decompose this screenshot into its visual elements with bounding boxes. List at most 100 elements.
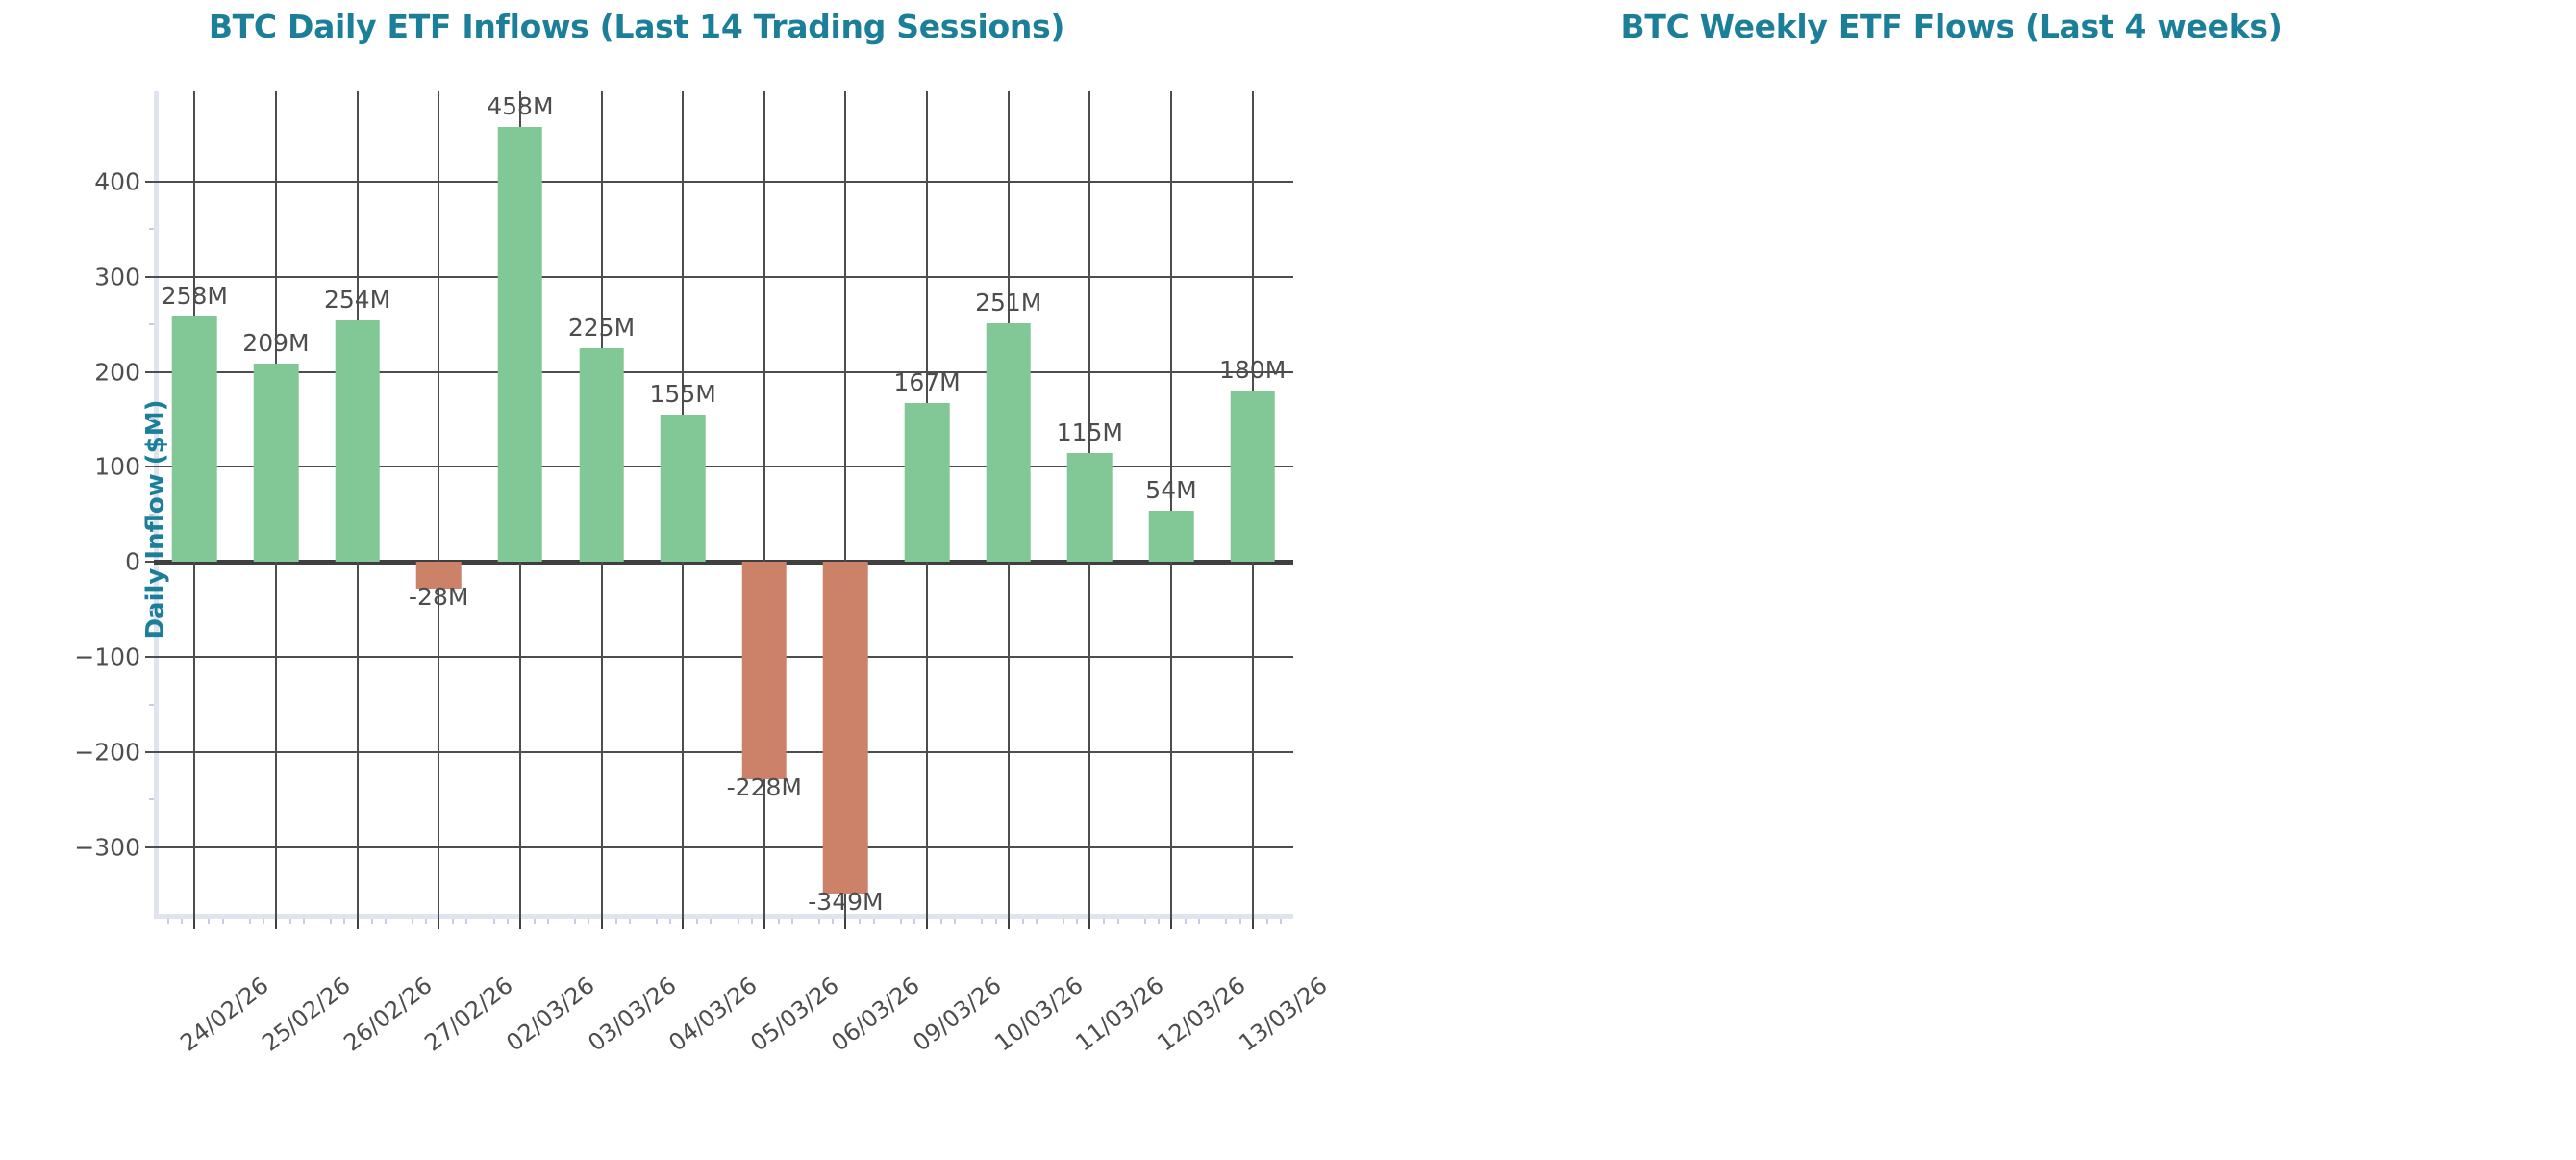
x-minor-tick xyxy=(872,919,875,924)
bar[interactable] xyxy=(986,323,1031,563)
x-minor-tick xyxy=(940,919,943,924)
x-minor-tick xyxy=(1279,919,1282,924)
chart-panel-weekly: BTC Weekly ETF Flows (Last 4 weeks) Week… xyxy=(1288,0,2576,1131)
y-minor-tick xyxy=(149,608,154,611)
bar[interactable] xyxy=(741,562,788,779)
y-tick-label: 100 xyxy=(94,452,140,481)
x-tick-label: 26/02/26 xyxy=(338,971,438,1057)
x-minor-tick xyxy=(832,919,835,924)
x-minor-tick xyxy=(1238,919,1241,924)
y-tick-mark xyxy=(145,370,154,373)
y-tick-mark xyxy=(145,561,154,564)
bar-slot: 251M 10/03/26 xyxy=(967,91,1088,1057)
x-tick-label: 11/03/26 xyxy=(1070,971,1169,1057)
chart-panel-daily: BTC Daily ETF Inflows (Last 14 Trading S… xyxy=(0,0,1332,1131)
x-minor-tick xyxy=(452,919,455,924)
x-minor-tick xyxy=(370,919,373,924)
x-minor-tick xyxy=(248,919,251,924)
gridline-horizontal xyxy=(154,751,1293,753)
x-minor-tick xyxy=(818,919,821,924)
zero-line xyxy=(154,559,1293,565)
bar-slot: 458M 02/03/26 xyxy=(480,91,599,1057)
x-minor-tick xyxy=(262,919,264,924)
y-tick-mark xyxy=(145,656,154,659)
x-tick-mark xyxy=(356,919,359,929)
bar[interactable] xyxy=(823,562,868,895)
x-tick-label: 06/03/26 xyxy=(826,971,926,1057)
bar[interactable] xyxy=(1230,391,1275,563)
gridline-vertical xyxy=(763,91,765,919)
y-tick-label: −100 xyxy=(74,643,140,671)
bar[interactable] xyxy=(253,363,299,563)
x-minor-tick xyxy=(181,919,184,924)
gridline-vertical xyxy=(1170,91,1172,919)
x-tick-mark xyxy=(600,919,603,929)
bar-value-label: 225M xyxy=(567,313,636,341)
bar-value-label: 209M xyxy=(242,328,310,357)
chart-title-weekly: BTC Weekly ETF Flows (Last 4 weeks) xyxy=(1620,8,2283,45)
bar-value-label: 115M xyxy=(1056,417,1124,446)
bar-slot: 225M 03/03/26 xyxy=(561,91,681,1057)
x-minor-tick xyxy=(1225,919,1228,924)
bar-value-label: -228M xyxy=(726,772,802,801)
x-minor-tick xyxy=(1103,919,1106,924)
bar[interactable] xyxy=(415,562,462,589)
x-minor-tick xyxy=(981,919,984,924)
bar-slot: 115M 11/03/26 xyxy=(1049,91,1169,1057)
x-minor-tick xyxy=(303,919,306,924)
y-tick-label: −200 xyxy=(74,738,140,767)
x-minor-tick xyxy=(588,919,590,924)
x-minor-tick xyxy=(167,919,170,924)
x-minor-tick xyxy=(411,919,413,924)
chart-title-daily: BTC Daily ETF Inflows (Last 14 Trading S… xyxy=(208,8,1065,45)
bar[interactable] xyxy=(1067,452,1113,563)
bar-slot: -228M 05/03/26 xyxy=(723,91,843,1057)
x-minor-tick xyxy=(1021,919,1024,924)
x-minor-tick xyxy=(750,919,753,924)
bar-value-label: 167M xyxy=(893,368,961,397)
gridline-horizontal xyxy=(154,275,1293,278)
bar[interactable] xyxy=(660,415,706,563)
bar-slot: 180M 13/03/26 xyxy=(1212,91,1332,1057)
bar[interactable] xyxy=(497,126,543,563)
x-tick-label: 09/03/26 xyxy=(908,971,1007,1057)
x-minor-tick xyxy=(425,919,428,924)
bar-value-label: 258M xyxy=(161,282,228,311)
bar-slot: 209M 25/02/26 xyxy=(236,91,356,1057)
bar[interactable] xyxy=(904,403,950,563)
x-tick-mark xyxy=(1170,919,1172,929)
x-minor-tick xyxy=(628,919,631,924)
x-minor-tick xyxy=(696,919,699,924)
bar[interactable] xyxy=(172,316,217,563)
bar-value-label: 155M xyxy=(649,380,716,409)
x-minor-tick xyxy=(859,919,862,924)
bar[interactable] xyxy=(579,347,624,563)
x-minor-tick xyxy=(221,919,224,924)
bar-value-label: 458M xyxy=(487,91,554,120)
bar[interactable] xyxy=(335,320,380,563)
x-minor-tick xyxy=(655,919,658,924)
x-minor-tick xyxy=(1116,919,1119,924)
x-minor-tick xyxy=(790,919,793,924)
x-tick-mark xyxy=(518,919,521,929)
x-minor-tick xyxy=(547,919,550,924)
y-tick-label: −300 xyxy=(74,833,140,862)
x-minor-tick xyxy=(574,919,577,924)
y-axis-spine xyxy=(154,91,159,919)
x-minor-tick xyxy=(1185,919,1188,924)
x-minor-tick xyxy=(1143,919,1146,924)
bar[interactable] xyxy=(1148,510,1194,563)
x-tick-label: 05/03/26 xyxy=(745,971,844,1057)
bar-value-label: 180M xyxy=(1218,356,1287,385)
y-tick-mark xyxy=(145,845,154,848)
x-tick-mark xyxy=(926,919,929,929)
gridline-vertical xyxy=(438,91,440,919)
y-tick-mark xyxy=(145,466,154,468)
x-tick-label: 24/02/26 xyxy=(175,971,274,1057)
y-minor-tick xyxy=(149,703,154,706)
x-tick-mark xyxy=(438,919,440,929)
x-tick-mark xyxy=(1088,919,1091,929)
x-tick-label: 04/03/26 xyxy=(663,971,763,1057)
bar-value-label: 251M xyxy=(975,289,1042,317)
y-minor-tick xyxy=(149,228,154,231)
